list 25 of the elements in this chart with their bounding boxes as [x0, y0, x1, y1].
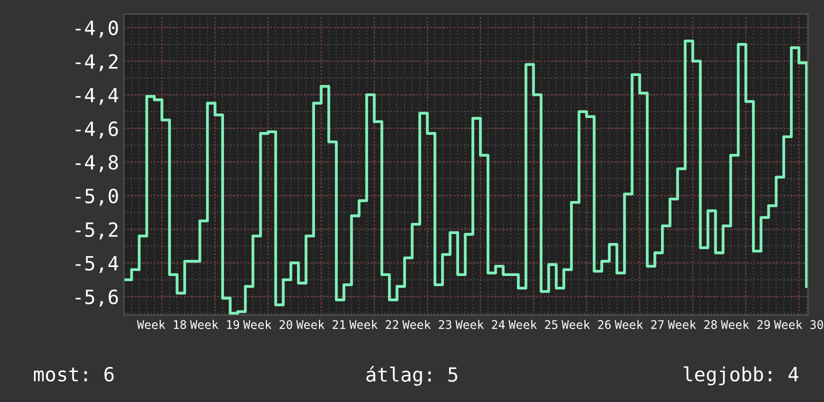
x-tick-label: Week 23 [402, 320, 452, 330]
text: legjobb: 4 [684, 366, 798, 386]
y-tick-label: -4,2 [76, 54, 118, 72]
x-tick-label: Week 18 [137, 320, 186, 330]
x-tick-label: Week 27 [614, 320, 664, 330]
x-tick-label: Week 30 [774, 320, 824, 330]
y-tick-label: -4,4 [76, 88, 118, 105]
y-tick-label: -4,0 [76, 20, 118, 38]
x-tick-label: Week 24 [456, 320, 505, 330]
x-tick-label: Week 20 [243, 320, 292, 330]
x-tick-label: Week 22 [349, 320, 398, 330]
y-tick-label: -5,4 [76, 256, 118, 274]
x-tick-label: Week 26 [562, 320, 611, 330]
x-tick-label: Week 21 [296, 320, 346, 330]
y-tick-label: -4,8 [76, 155, 118, 172]
text: most: 6 [34, 366, 114, 382]
x-tick-label: Week 25 [508, 320, 558, 330]
x-tick-label: Week 19 [190, 320, 240, 330]
y-tick-label: -4,6 [76, 121, 118, 139]
x-tick-label: Week 28 [668, 320, 717, 330]
x-tick-label: Week 29 [720, 320, 770, 330]
y-tick-label: -5,6 [76, 290, 118, 307]
y-tick-label: -5,2 [76, 222, 118, 240]
text: átlag: 5 [366, 366, 458, 386]
y-tick-label: -5,0 [76, 188, 118, 206]
